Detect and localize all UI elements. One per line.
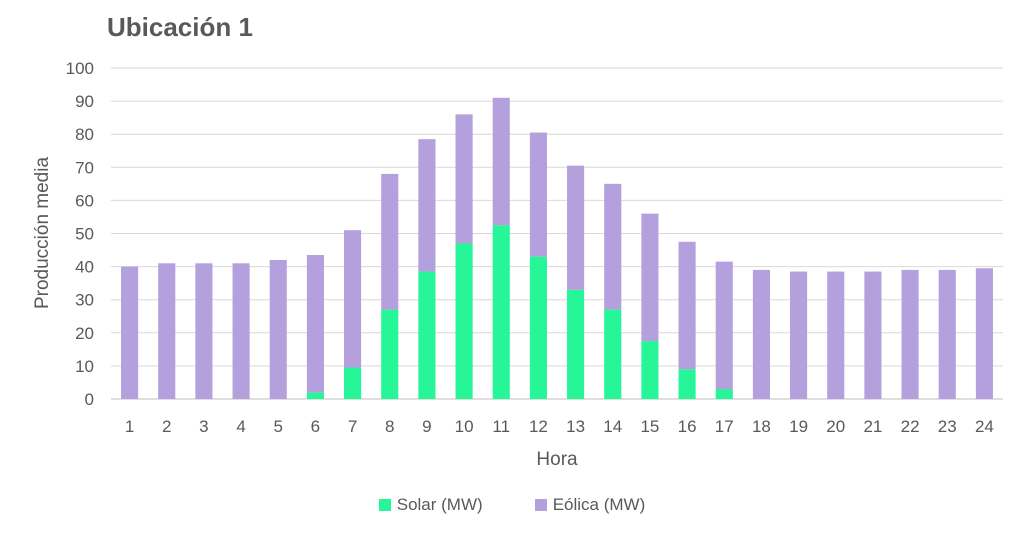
x-tick-label: 12 [529,417,548,436]
bars [121,97,993,399]
legend-swatch-eolica [534,499,547,511]
bar-solar [604,309,622,399]
bar-eolica [864,271,882,399]
y-tick-label: 0 [85,390,94,409]
bar-eolica [529,132,547,257]
bar-eolica [752,269,770,399]
x-axis-ticks: 1 2 3 4 5 6 7 8 9 10 11 12 13 14 15 16 17 18 19 20 21 22 23 24 [125,417,994,436]
x-tick-label: 21 [863,417,882,436]
x-tick-label: 16 [678,417,697,436]
bar-eolica [158,263,176,399]
bar-eolica [195,263,213,399]
x-tick-label: 19 [789,417,808,436]
bar-solar [715,389,733,399]
bar-eolica [715,261,733,390]
y-tick-label: 10 [75,357,94,376]
y-tick-label: 80 [75,125,94,144]
bar-eolica [975,268,993,399]
bar-solar [455,243,473,399]
y-tick-label: 70 [75,158,94,177]
legend-item-solar: Solar (MW) [378,495,483,515]
bar-eolica [938,269,956,399]
x-tick-label: 4 [236,417,245,436]
bar-eolica [344,230,362,368]
y-tick-label: 20 [75,324,94,343]
bar-solar [306,392,324,399]
x-tick-label: 13 [566,417,585,436]
y-axis-label: Producción media [32,156,53,310]
bar-solar [567,289,585,399]
chart-title: Ubicación 1 [107,12,253,42]
bar-solar [641,341,659,399]
bar-solar [418,271,436,399]
bar-eolica [121,266,139,399]
x-tick-label: 20 [826,417,845,436]
bar-eolica [455,114,473,244]
x-tick-label: 6 [311,417,320,436]
bar-eolica [790,271,808,399]
bar-eolica [641,213,659,342]
x-tick-label: 17 [715,417,734,436]
x-tick-label: 14 [603,417,622,436]
y-tick-label: 100 [66,59,94,78]
legend: Solar (MW) Eólica (MW) [0,495,1024,515]
bar-eolica [232,263,250,399]
y-tick-label: 90 [75,92,94,111]
bar-solar [381,309,399,399]
x-tick-label: 23 [938,417,957,436]
bar-eolica [567,165,585,290]
bar-eolica [901,269,919,399]
x-tick-label: 3 [199,417,208,436]
gridlines [111,67,1003,400]
x-tick-label: 5 [274,417,283,436]
legend-label-solar: Solar (MW) [396,495,483,514]
bar-eolica [492,97,510,226]
x-tick-label: 7 [348,417,357,436]
bar-eolica [306,255,324,393]
bar-eolica [418,139,436,272]
y-axis-ticks: 0 10 20 30 40 50 60 70 80 90 100 [66,59,94,409]
legend-label-eolica: Eólica (MW) [552,495,646,514]
bar-eolica [269,259,287,399]
x-tick-label: 15 [640,417,659,436]
legend-swatch-solar [378,499,391,511]
y-tick-label: 50 [75,225,94,244]
bar-solar [678,369,696,399]
bar-eolica [827,271,845,399]
x-tick-label: 11 [492,417,510,436]
bar-eolica [604,183,622,310]
bar-solar [492,225,510,399]
bar-solar [529,256,547,399]
y-tick-label: 40 [75,258,94,277]
legend-item-eolica: Eólica (MW) [534,495,646,515]
bar-solar [344,367,362,399]
x-tick-label: 22 [901,417,920,436]
x-tick-label: 2 [162,417,171,436]
y-tick-label: 30 [75,291,94,310]
x-tick-label: 18 [752,417,771,436]
x-tick-label: 10 [455,417,474,436]
bar-eolica [381,173,399,310]
y-tick-label: 60 [75,191,94,210]
x-tick-label: 1 [125,417,134,436]
x-tick-label: 9 [422,417,431,436]
bar-eolica [678,241,696,370]
x-tick-label: 24 [975,417,994,436]
x-tick-label: 8 [385,417,394,436]
x-axis-label: Hora [536,449,578,470]
